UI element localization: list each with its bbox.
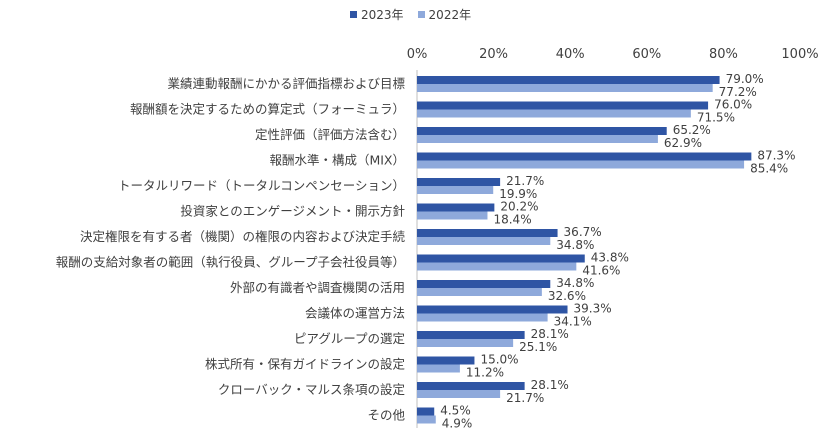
legend-label-2022: 2022年 [428,8,472,22]
x-tick-label: 40% [556,47,585,62]
data-label-2023: 4.5% [440,404,471,418]
bar-2023 [417,152,752,161]
data-label-2023: 20.2% [500,200,538,214]
category-label: その他 [367,408,405,423]
bar-2022 [417,415,436,424]
bar-2023 [417,356,475,365]
data-label-2023: 65.2% [673,123,711,137]
category-label: 報酬水準・構成（MIX） [269,153,405,168]
data-label-2022: 4.9% [442,417,473,431]
category-label: 定性評価（評価方法含む） [255,127,405,142]
data-label-2023: 43.8% [591,251,629,265]
bar-2023 [417,280,551,288]
bar-2023 [417,127,667,135]
bar-2022 [417,364,460,373]
data-label-2022: 19.9% [499,187,537,201]
data-label-2023: 15.0% [480,353,518,367]
bar-2023 [417,305,568,314]
category-label: 報酬の支給対象者の範囲（執行役員、グループ子会社役員等） [56,255,405,270]
bar-2022 [417,84,713,92]
category-label: トータルリワード（トータルコンペンセーション） [118,178,405,193]
data-label-2023: 79.0% [726,72,764,86]
bar-2022 [417,339,514,347]
bar-2022 [417,288,542,296]
x-tick-label: 0% [407,47,428,62]
bar-2023 [417,76,720,84]
data-label-2023: 39.3% [574,302,612,316]
x-tick-label: 60% [632,47,661,62]
data-label-2022: 21.7% [506,391,544,405]
category-label: 決定権限を有する者（機関）の権限の内容および決定手続 [80,229,406,244]
bar-2023 [417,382,525,390]
legend-label-2023: 2023年 [361,8,404,22]
bar-2022 [417,262,577,271]
data-label-2022: 41.6% [582,264,620,278]
data-label-2023: 34.8% [556,276,594,290]
data-label-2022: 34.1% [554,315,592,329]
bar-2023 [417,254,585,263]
data-label-2022: 62.9% [664,136,702,150]
bar-2022 [417,211,488,220]
data-label-2022: 32.6% [548,289,586,303]
data-label-2022: 85.4% [750,162,788,176]
bar-2023 [417,407,435,416]
bar-2022 [417,135,658,143]
bar-2022 [417,109,691,118]
data-label-2022: 77.2% [719,85,757,99]
bar-2022 [417,237,551,245]
data-label-2022: 25.1% [519,340,557,354]
category-label: 投資家とのエンゲージメント・開示方針 [180,204,405,219]
data-label-2022: 71.5% [697,111,735,125]
bar-2023 [417,331,525,339]
data-label-2022: 34.8% [556,238,594,252]
data-label-2023: 28.1% [531,378,569,392]
data-label-2023: 21.7% [506,174,544,188]
x-tick-label: 100% [781,47,818,62]
data-label-2022: 11.2% [466,366,504,380]
data-label-2022: 18.4% [493,213,531,227]
category-label: 報酬額を決定するための算定式（フォーミュラ） [130,102,405,117]
category-label: 株式所有・保有ガイドラインの設定 [205,357,405,372]
x-tick-label: 20% [479,47,508,62]
bar-2023 [417,101,709,110]
bar-2022 [417,390,501,398]
category-label: 業績連動報酬にかかる評価指標および目標 [167,76,405,91]
data-label-2023: 87.3% [757,149,795,163]
bar-2023 [417,203,495,212]
bar-2022 [417,313,548,322]
bar-2022 [417,186,494,194]
bar-2023 [417,229,558,237]
legend-swatch-2022 [417,11,425,18]
category-label: ピアグループの選定 [294,331,405,346]
bar-2023 [417,178,501,186]
legend-item-2023: 2023年 [350,6,404,23]
x-tick-label: 80% [709,47,738,62]
category-label: 会議体の運営方法 [305,306,405,321]
bar-2022 [417,160,745,169]
data-label-2023: 28.1% [531,327,569,341]
category-label: 外部の有識者や調査機関の活用 [230,280,405,295]
data-label-2023: 36.7% [564,225,602,239]
data-label-2023: 76.0% [714,98,752,112]
category-label: クローバック・マルス条項の設定 [218,382,405,397]
legend-item-2022: 2022年 [417,6,472,23]
legend: 2023年 2022年 [350,6,471,23]
legend-swatch-2023 [350,11,357,18]
